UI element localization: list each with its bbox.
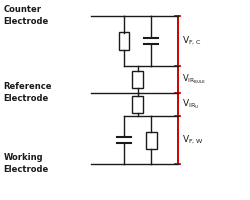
Text: Working: Working	[4, 153, 43, 162]
Bar	[146, 132, 156, 148]
Text: $\mathsf{V_{IR_U}}$: $\mathsf{V_{IR_U}}$	[182, 98, 199, 111]
Text: Electrode: Electrode	[4, 17, 49, 26]
Text: Electrode: Electrode	[4, 165, 49, 174]
Bar	[118, 32, 129, 49]
Text: $\mathsf{V_{F,W}}$: $\mathsf{V_{F,W}}$	[182, 134, 203, 146]
Bar	[132, 71, 143, 88]
Text: $\mathsf{V_{IR_{BULK}}}$: $\mathsf{V_{IR_{BULK}}}$	[182, 73, 206, 86]
Text: Electrode: Electrode	[4, 94, 49, 103]
Text: Reference: Reference	[4, 82, 52, 91]
Bar	[132, 96, 143, 113]
Text: $\mathsf{V_{F,C}}$: $\mathsf{V_{F,C}}$	[182, 35, 201, 47]
Text: Counter: Counter	[4, 5, 42, 14]
